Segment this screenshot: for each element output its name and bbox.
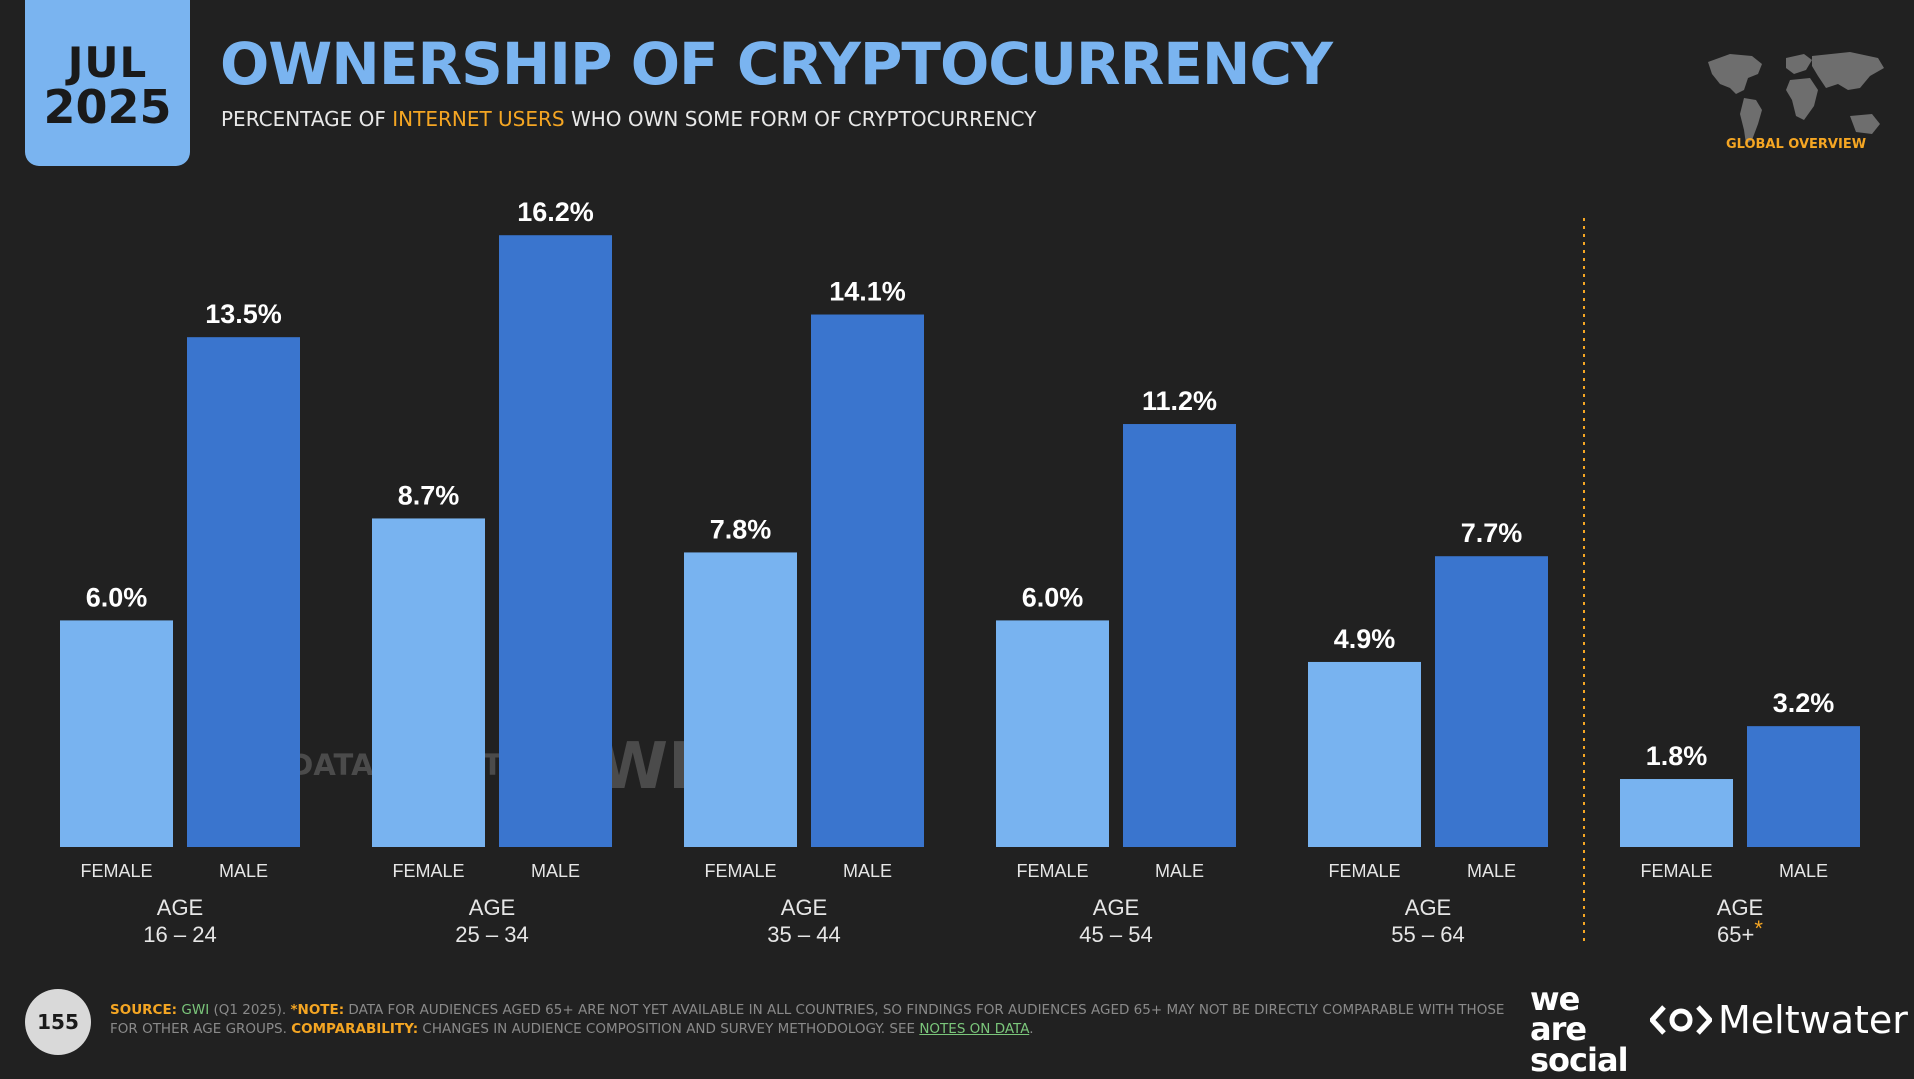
- was-line-1: we: [1530, 980, 1580, 1018]
- note-key: *NOTE:: [290, 1002, 345, 1018]
- bar-female-3: [996, 620, 1109, 847]
- group-label-0: 16 – 24: [143, 922, 216, 947]
- data-label-5-0: 1.8%: [1646, 741, 1708, 771]
- sub-category-label-1-1: MALE: [531, 861, 580, 881]
- comparability-text: CHANGES IN AUDIENCE COMPOSITION AND SURV…: [418, 1021, 920, 1037]
- group-label-1: 25 – 34: [455, 922, 528, 947]
- world-map-icon: [1708, 52, 1884, 144]
- group-label-3: 45 – 54: [1079, 922, 1152, 947]
- notes-on-data-link[interactable]: NOTES ON DATA: [919, 1021, 1030, 1037]
- sub-category-label-2-0: FEMALE: [704, 861, 776, 881]
- bar-male-2: [811, 314, 924, 847]
- bar-male-0: [187, 337, 300, 847]
- data-label-4-0: 4.9%: [1334, 624, 1396, 654]
- sub-category-label-4-1: MALE: [1467, 861, 1516, 881]
- note-text: DATA FOR AUDIENCES AGED 65+ ARE NOT YET …: [110, 1002, 1505, 1037]
- bar-female-2: [684, 552, 797, 847]
- group-label-4: 55 – 64: [1391, 922, 1464, 947]
- group-prefix-0: AGE: [157, 895, 203, 920]
- data-label-1-0: 8.7%: [398, 480, 460, 510]
- group-prefix-1: AGE: [469, 895, 515, 920]
- footer-end: .: [1029, 1021, 1034, 1037]
- bar-male-1: [499, 235, 612, 847]
- subtitle-suffix: WHO OWN SOME FORM OF CRYPTOCURRENCY: [564, 107, 1037, 131]
- meltwater-text: Meltwater: [1718, 998, 1908, 1042]
- sub-category-label-0-1: MALE: [219, 861, 268, 881]
- source-name: GWI: [181, 1002, 210, 1018]
- date-badge: JUL 2025: [25, 0, 190, 166]
- page-subtitle: PERCENTAGE OF INTERNET USERS WHO OWN SOM…: [221, 107, 1036, 131]
- group-label-5: 65+*: [1717, 916, 1763, 947]
- bar-female-0: [60, 620, 173, 847]
- bar-female-4: [1308, 661, 1421, 847]
- date-month: JUL: [67, 38, 148, 87]
- data-label-4-1: 7.7%: [1461, 518, 1523, 548]
- group-prefix-2: AGE: [781, 895, 827, 920]
- group-label-2: 35 – 44: [767, 922, 840, 947]
- data-label-1-1: 16.2%: [517, 197, 594, 227]
- footer-notes: SOURCE: GWI (Q1 2025). *NOTE: DATA FOR A…: [110, 1001, 1510, 1039]
- page-number: 155: [25, 989, 91, 1055]
- sub-category-label-0-0: FEMALE: [80, 861, 152, 881]
- data-label-5-1: 3.2%: [1773, 688, 1835, 718]
- subtitle-highlight: INTERNET USERS: [392, 107, 565, 131]
- bar-male-4: [1435, 556, 1548, 847]
- data-label-0-0: 6.0%: [86, 582, 148, 612]
- data-label-0-1: 13.5%: [205, 299, 282, 329]
- sub-category-label-4-0: FEMALE: [1328, 861, 1400, 881]
- meltwater-icon: [1650, 1005, 1712, 1035]
- comparability-key: COMPARABILITY:: [291, 1021, 419, 1037]
- data-label-3-0: 6.0%: [1022, 582, 1084, 612]
- sub-category-label-5-0: FEMALE: [1640, 861, 1712, 881]
- bar-female-1: [372, 518, 485, 847]
- was-line-3: social: [1530, 1040, 1629, 1079]
- we-are-social-logo: we are social: [1530, 980, 1629, 1079]
- subtitle-prefix: PERCENTAGE OF: [221, 107, 393, 131]
- was-line-2: are: [1530, 1010, 1587, 1049]
- page-title: OWNERSHIP OF CRYPTOCURRENCY: [220, 30, 1333, 98]
- bar-male-3: [1123, 424, 1236, 847]
- source-key: SOURCE:: [110, 1002, 178, 1018]
- sub-category-label-5-1: MALE: [1779, 861, 1828, 881]
- sub-category-label-2-1: MALE: [843, 861, 892, 881]
- sub-category-label-3-0: FEMALE: [1016, 861, 1088, 881]
- bar-male-5: [1747, 726, 1860, 847]
- region-label: GLOBAL OVERVIEW: [1725, 137, 1867, 152]
- group-prefix-5: AGE: [1717, 895, 1763, 920]
- sub-category-label-1-0: FEMALE: [392, 861, 464, 881]
- bar-female-5: [1620, 779, 1733, 847]
- data-label-3-1: 11.2%: [1142, 386, 1217, 416]
- date-year: 2025: [43, 80, 172, 134]
- meltwater-logo: Meltwater: [1650, 998, 1908, 1042]
- data-label-2-0: 7.8%: [710, 514, 772, 544]
- data-label-2-1: 14.1%: [829, 277, 906, 307]
- source-rest: (Q1 2025).: [209, 1002, 291, 1018]
- sub-category-label-3-1: MALE: [1155, 861, 1204, 881]
- group-prefix-3: AGE: [1093, 895, 1139, 920]
- group-prefix-4: AGE: [1405, 895, 1451, 920]
